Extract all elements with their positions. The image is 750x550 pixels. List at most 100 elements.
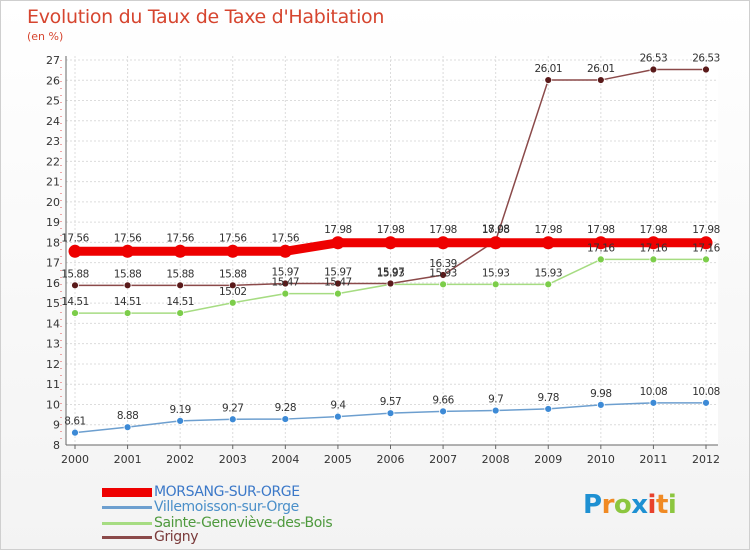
y-tick-label: 26 — [46, 74, 60, 87]
x-tick-label: 2000 — [61, 453, 89, 466]
data-label: 15.93 — [482, 267, 510, 279]
y-tick-label: 20 — [46, 196, 60, 209]
data-point — [541, 236, 555, 250]
data-label: 17.98 — [324, 224, 352, 236]
data-point — [71, 428, 79, 437]
y-tick-label: 16 — [46, 277, 60, 290]
data-label: 15.93 — [534, 267, 562, 279]
data-point — [436, 236, 450, 250]
x-tick-label: 2010 — [587, 453, 615, 466]
data-point — [439, 407, 447, 416]
data-label: 17.16 — [587, 242, 615, 254]
data-label: 8.88 — [117, 410, 138, 422]
y-tick-label: 14 — [46, 317, 60, 330]
data-point — [176, 309, 185, 317]
legend-swatch — [102, 536, 152, 539]
x-tick-label: 2006 — [377, 453, 405, 466]
data-point — [68, 244, 82, 258]
data-point — [439, 280, 447, 289]
data-point — [228, 281, 237, 290]
legend-swatch — [102, 522, 152, 525]
data-label: 14.51 — [166, 296, 194, 308]
data-label: 9.57 — [380, 396, 401, 408]
data-label: 15.88 — [219, 268, 247, 280]
chart-title: Evolution du Taux de Taxe d'Habitation — [27, 6, 385, 28]
data-point — [384, 236, 397, 250]
x-tick-label: 2007 — [429, 453, 457, 466]
data-point — [334, 412, 342, 421]
data-point — [281, 289, 290, 298]
data-label: 9.4 — [330, 400, 346, 412]
data-label: 17.98 — [377, 224, 405, 236]
data-point — [386, 409, 395, 418]
data-label: 15.93 — [429, 267, 457, 279]
data-point — [544, 280, 553, 289]
data-label: 17.56 — [61, 232, 89, 244]
y-tick-label: 23 — [46, 135, 60, 148]
data-label: 15.88 — [114, 268, 142, 280]
data-point — [594, 236, 608, 250]
data-label: 10.08 — [640, 386, 668, 398]
y-tick-label: 27 — [46, 54, 60, 67]
chart-subtitle: (en %) — [27, 30, 64, 43]
y-tick-label: 8 — [53, 439, 60, 452]
data-point — [646, 236, 660, 250]
legend-swatch — [102, 488, 152, 497]
data-point — [544, 405, 553, 413]
data-label: 17.56 — [272, 232, 300, 244]
data-point — [649, 398, 658, 407]
y-tick-label: 19 — [46, 216, 60, 229]
data-point — [699, 236, 713, 250]
data-point — [123, 281, 132, 290]
data-point — [281, 415, 290, 423]
y-tick-label: 21 — [46, 176, 60, 189]
data-point — [649, 255, 658, 264]
data-label: 15.88 — [61, 268, 89, 280]
x-tick-label: 2005 — [324, 453, 352, 466]
data-label: 15.02 — [219, 286, 247, 298]
data-label: 15.97 — [324, 267, 352, 279]
data-point — [702, 398, 710, 407]
x-tick-label: 2012 — [692, 453, 720, 466]
data-label: 16.39 — [429, 258, 457, 270]
data-label: 17.16 — [692, 242, 720, 254]
y-tick-label: 12 — [46, 358, 60, 371]
legend-label: Grigny — [154, 529, 199, 545]
x-tick-label: 2009 — [534, 453, 562, 466]
data-point — [489, 236, 503, 250]
data-label: 17.98 — [640, 224, 668, 236]
data-point — [278, 244, 292, 258]
data-point — [226, 244, 240, 258]
proxiti-logo: Proxiti — [583, 490, 677, 520]
data-point — [596, 400, 605, 409]
data-label: 9.78 — [538, 392, 559, 404]
x-tick-label: 2003 — [219, 453, 247, 466]
y-tick-label: 22 — [46, 155, 60, 168]
y-tick-label: 13 — [46, 338, 60, 351]
series-0 — [68, 236, 713, 258]
data-label: 14.51 — [61, 296, 89, 308]
data-point — [491, 280, 500, 289]
data-label: 9.98 — [590, 388, 611, 400]
data-point — [176, 416, 185, 425]
data-label: 26.53 — [692, 53, 720, 65]
legend-label: Sainte-Geneviève-des-Bois — [154, 515, 333, 531]
data-label: 15.97 — [272, 267, 300, 279]
data-label: 26.01 — [534, 63, 562, 75]
data-point — [123, 309, 132, 317]
data-point — [71, 281, 79, 290]
data-label: 14.51 — [114, 296, 142, 308]
data-point — [331, 236, 345, 250]
legend-label: MORSANG-SUR-ORGE — [154, 484, 300, 500]
legend-label: Villemoisson-sur-Orge — [154, 499, 299, 515]
data-label: 15.47 — [324, 277, 352, 289]
data-point — [173, 244, 187, 258]
series-1 — [71, 398, 710, 437]
data-label: 9.27 — [222, 402, 243, 414]
x-tick-label: 2008 — [482, 453, 510, 466]
data-point — [596, 76, 605, 84]
data-point — [544, 76, 553, 84]
data-point — [596, 255, 605, 264]
data-label: 26.01 — [587, 63, 615, 75]
